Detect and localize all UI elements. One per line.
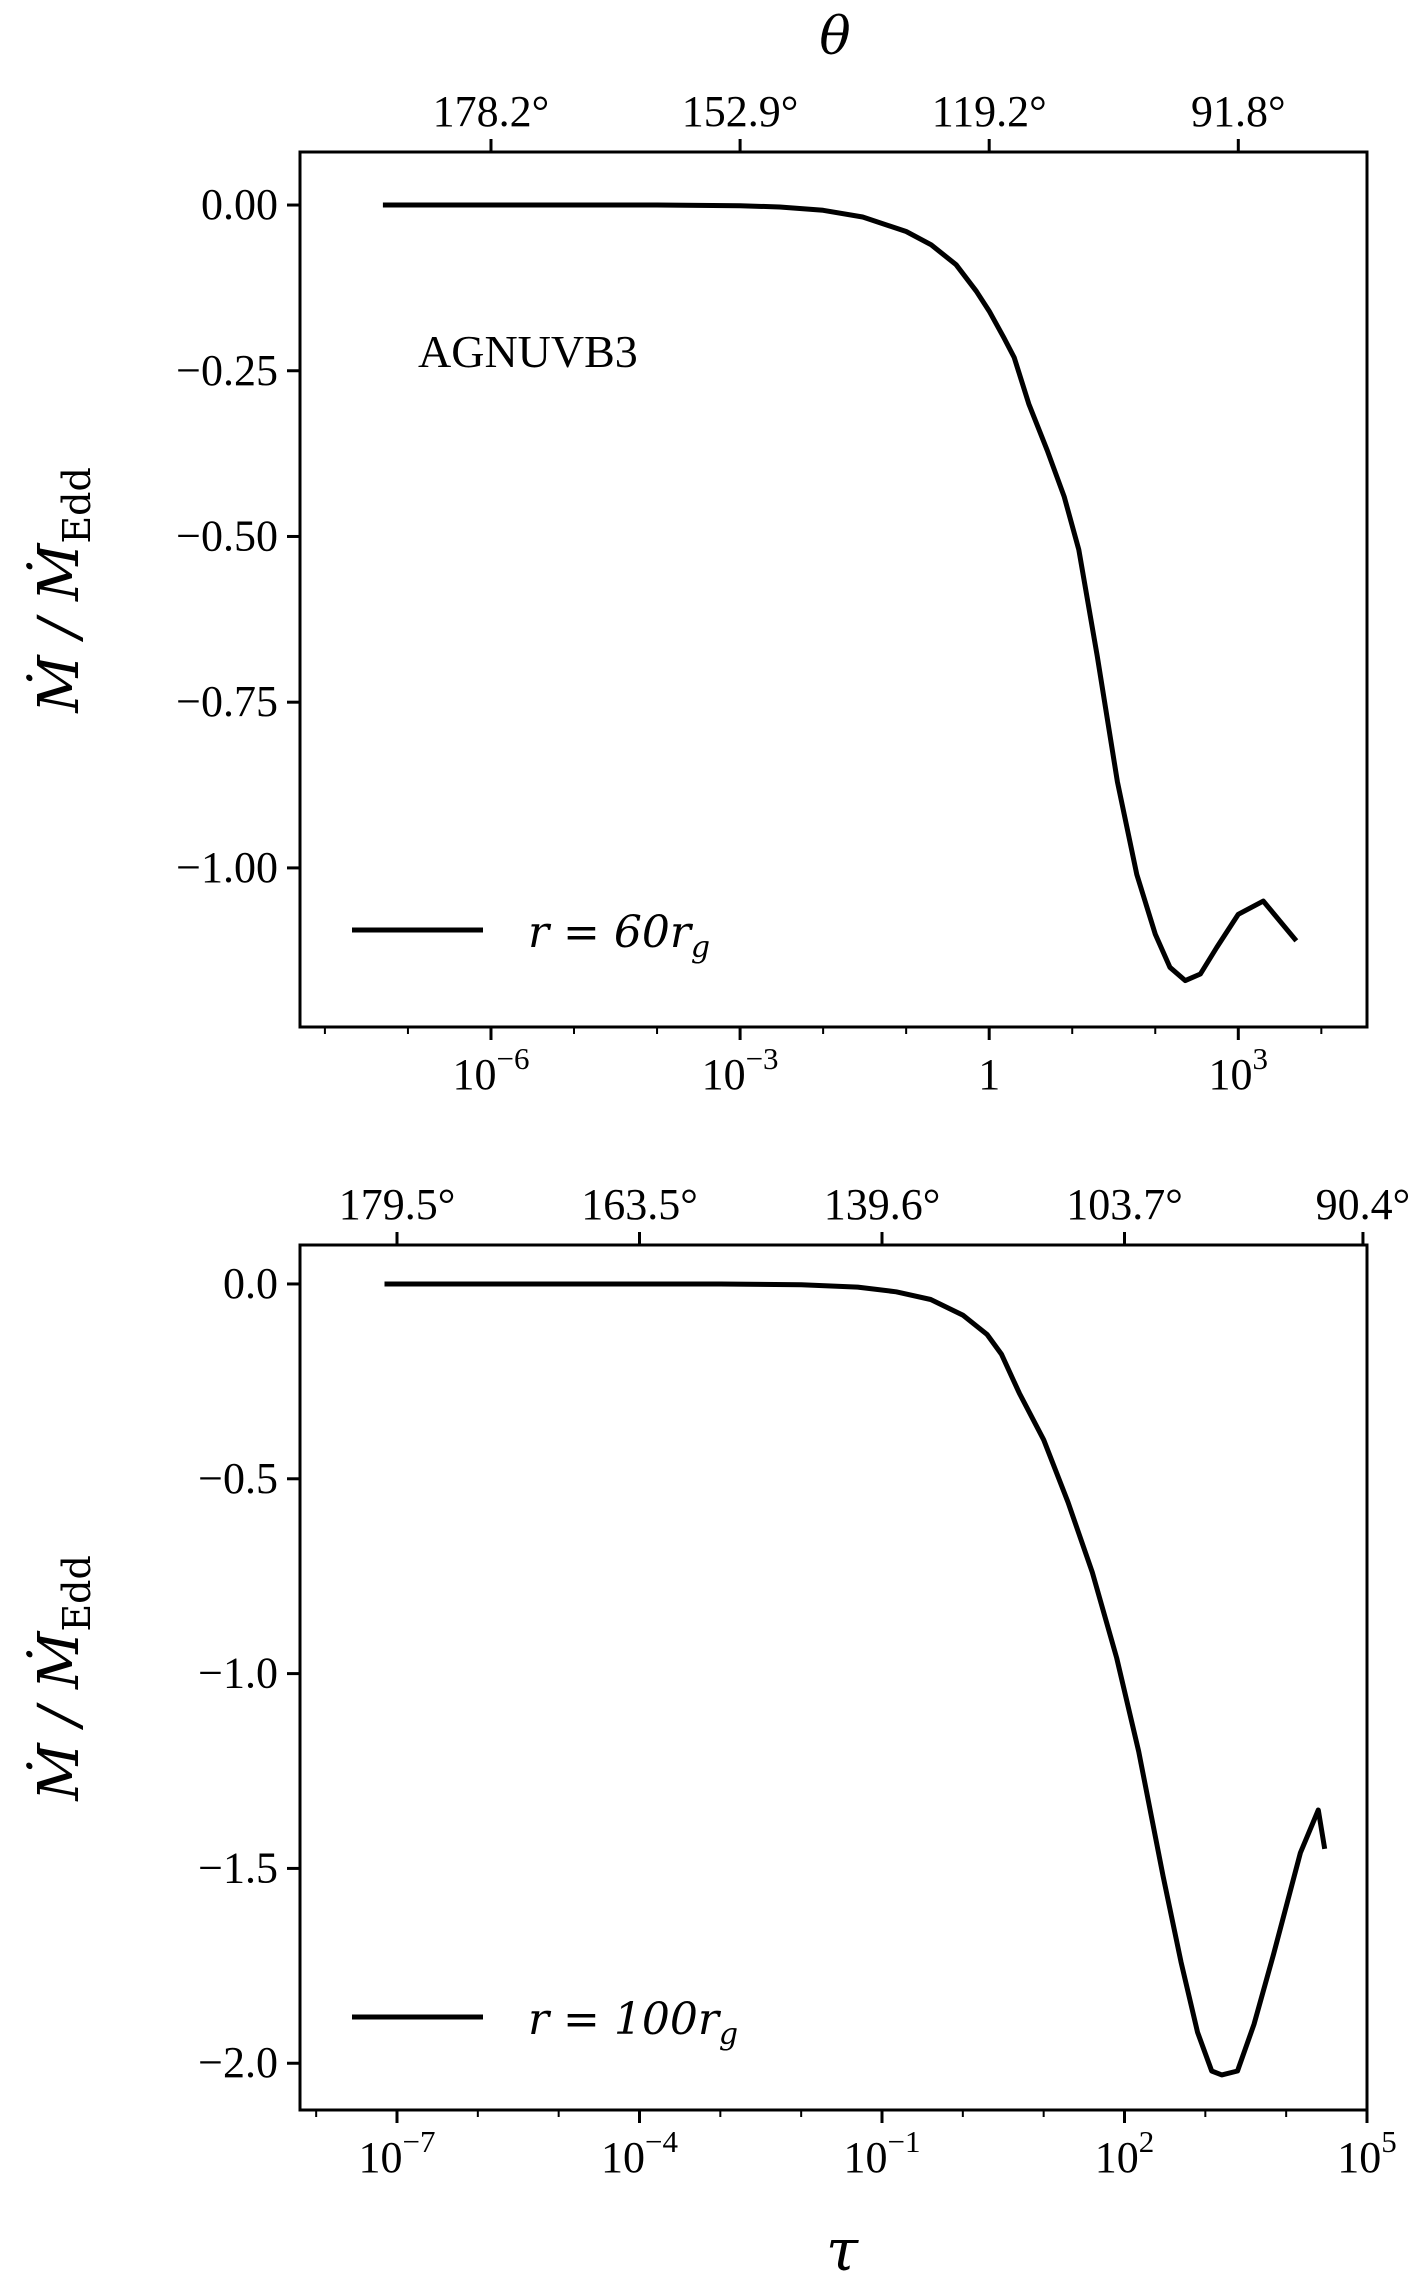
legend-2: r = 100rg xyxy=(352,1994,738,2052)
panel-top-plot-area xyxy=(382,202,1299,984)
x-tick-label: 102 xyxy=(1095,2124,1155,2182)
x-tick-label: 10−4 xyxy=(601,2124,678,2182)
x-tick-label: 10−1 xyxy=(844,2124,921,2182)
legend-label: r = 60rg xyxy=(528,907,710,965)
x-tick-exponent: 5 xyxy=(1381,2124,1397,2159)
x-tick-base: 10 xyxy=(1095,2133,1139,2182)
bottom-axis-label: τ xyxy=(826,2216,859,2284)
x-tick-label: 10−7 xyxy=(359,2124,436,2182)
y-tick-label: −0.75 xyxy=(176,677,278,726)
y-tick-label: −0.25 xyxy=(176,346,278,395)
y-tick-label: 0.0 xyxy=(223,1259,278,1308)
x-tick-label: 105 xyxy=(1337,2124,1397,2182)
x-tick-base: 10 xyxy=(359,2133,403,2182)
y-tick-label: −2.0 xyxy=(198,2038,278,2087)
top-tick-label: 178.2° xyxy=(433,87,550,136)
top-tick-label: 90.4° xyxy=(1316,1180,1411,1229)
ylabel-sub-2: Edd xyxy=(55,1555,99,1631)
x-tick-exponent: −3 xyxy=(746,1041,779,1076)
series-line xyxy=(382,202,1299,984)
top-axis-label: θ xyxy=(819,7,850,67)
ylabel-main: Ṁ / Ṁ xyxy=(26,542,92,714)
top-tick-label: 179.5° xyxy=(339,1180,456,1229)
x-tick-exponent: −7 xyxy=(403,2124,436,2159)
top-tick-label: 163.5° xyxy=(581,1180,698,1229)
x-tick-exponent: 2 xyxy=(1139,2124,1155,2159)
panel-bottom-plot-area xyxy=(384,1281,1328,2078)
x-tick-base: 10 xyxy=(601,2133,645,2182)
top-tick-label: 103.7° xyxy=(1066,1180,1183,1229)
svg-text:Ṁ / ṀEdd: Ṁ / ṀEdd xyxy=(26,1555,99,1802)
x-tick-base: 10 xyxy=(452,1050,496,1099)
x-tick-exponent: −4 xyxy=(645,2124,678,2159)
x-tick-label: 103 xyxy=(1209,1041,1269,1099)
x-tick-exponent: −1 xyxy=(888,2124,921,2159)
y-tick-label: 0.00 xyxy=(201,180,278,229)
panel-bottom-ticks: 0.0−0.5−1.0−1.5−2.010−7 10−4 10−1 102 105179… xyxy=(198,1180,1410,2182)
x-tick-base: 1 xyxy=(978,1050,1000,1099)
x-tick-base: 10 xyxy=(702,1050,746,1099)
panel-annotation: AGNUVB3 xyxy=(418,326,638,377)
panel-top-ylabel: Ṁ / ṀEdd xyxy=(26,467,99,714)
y-tick-label: −1.0 xyxy=(198,1649,278,1698)
series-line xyxy=(384,1281,1328,2078)
x-tick-label: 10−3 xyxy=(702,1041,779,1099)
svg-text:Ṁ / ṀEdd: Ṁ / ṀEdd xyxy=(26,467,99,714)
legend-label: r = 100rg xyxy=(528,1994,738,2052)
legend: r = 60rg xyxy=(352,907,710,965)
x-tick-base: 10 xyxy=(1209,1050,1253,1099)
panel-bottom: 0.0−0.5−1.0−1.5−2.010−7 10−4 10−1 102 105179… xyxy=(26,1180,1410,2284)
panel-bottom-frame xyxy=(298,1243,1369,2112)
top-tick-label: 91.8° xyxy=(1191,87,1286,136)
x-tick-label: 1 xyxy=(978,1050,1000,1099)
x-tick-base: 10 xyxy=(844,2133,888,2182)
y-tick-label: −1.00 xyxy=(176,843,278,892)
panel-top-frame xyxy=(298,150,1369,1029)
top-tick-label: 119.2° xyxy=(932,87,1047,136)
ylabel-main-2: Ṁ / Ṁ xyxy=(26,1630,92,1802)
y-tick-label: −0.50 xyxy=(176,511,278,560)
x-tick-base: 10 xyxy=(1337,2133,1381,2182)
x-tick-exponent: 3 xyxy=(1253,1041,1269,1076)
y-tick-label: −0.5 xyxy=(198,1454,278,1503)
x-tick-label: 10−6 xyxy=(452,1041,529,1099)
top-tick-label: 152.9° xyxy=(682,87,799,136)
x-tick-exponent: −6 xyxy=(496,1041,529,1076)
panel-bottom-ylabel: Ṁ / ṀEdd xyxy=(26,1555,99,1802)
ylabel-sub: Edd xyxy=(55,467,99,543)
y-tick-label: −1.5 xyxy=(198,1843,278,1892)
top-tick-label: 139.6° xyxy=(824,1180,941,1229)
